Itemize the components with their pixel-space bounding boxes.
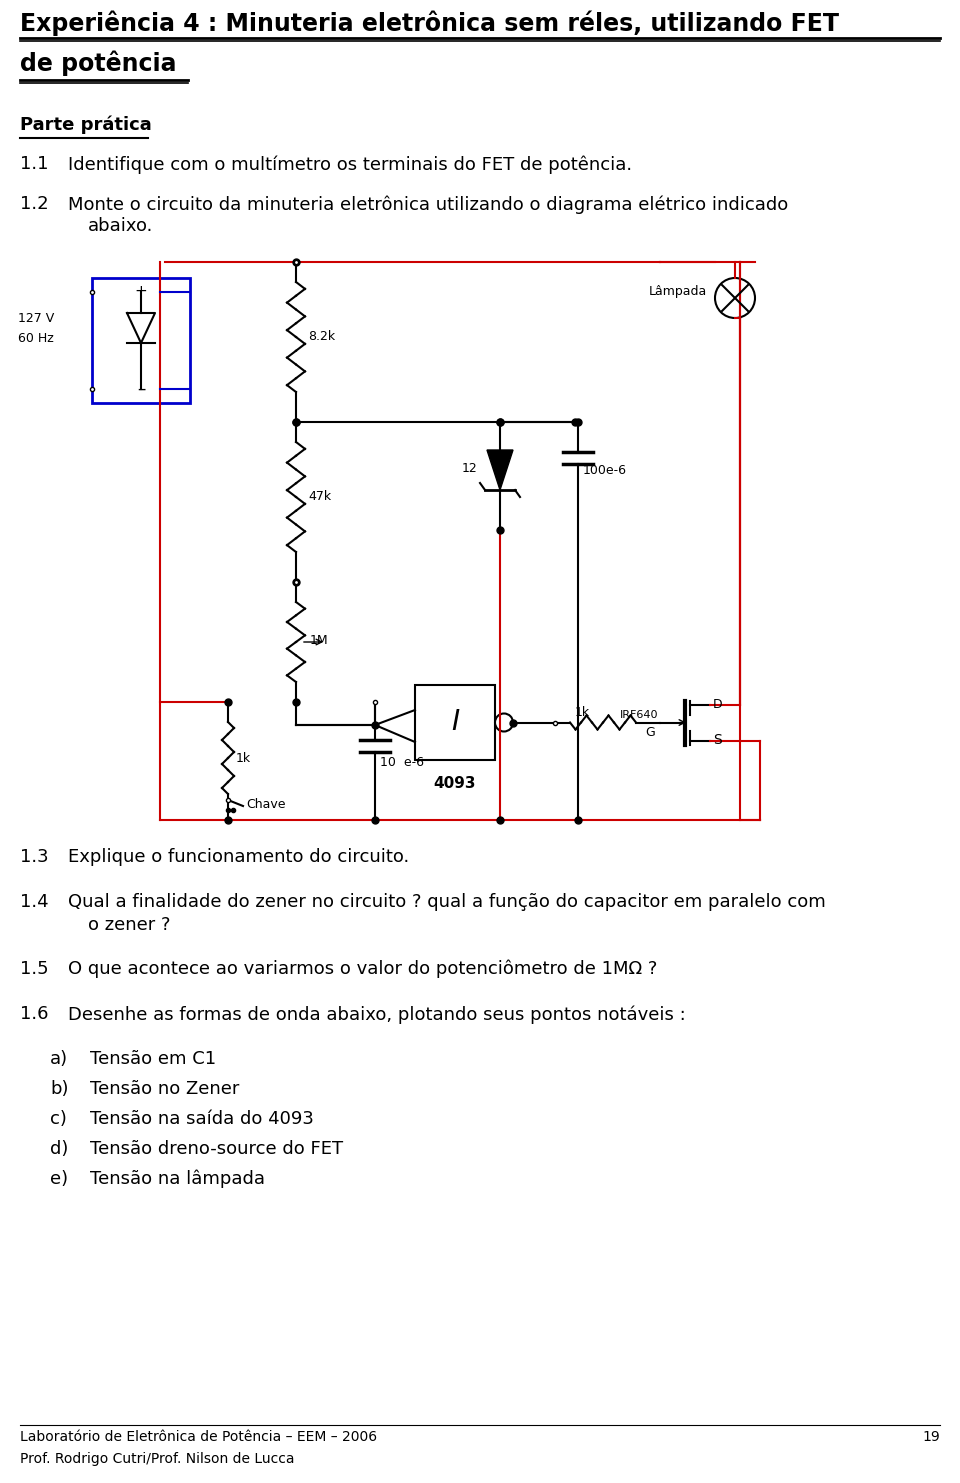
- Text: 10  e-6: 10 e-6: [380, 755, 424, 768]
- Text: 127 V: 127 V: [18, 311, 55, 325]
- Text: 8.2k: 8.2k: [308, 331, 335, 344]
- Text: Identifique com o multímetro os terminais do FET de potência.: Identifique com o multímetro os terminai…: [68, 156, 632, 174]
- Text: +: +: [134, 285, 148, 300]
- Text: Qual a finalidade do zener no circuito ? qual a função do capacitor em paralelo : Qual a finalidade do zener no circuito ?…: [68, 893, 826, 911]
- Text: 1.2: 1.2: [20, 194, 49, 214]
- Text: 60 Hz: 60 Hz: [18, 332, 54, 344]
- Text: Tensão na saída do 4093: Tensão na saída do 4093: [90, 1109, 314, 1129]
- Text: o zener ?: o zener ?: [88, 916, 171, 934]
- Bar: [92, 277, 190, 403]
- Text: 1M: 1M: [310, 635, 328, 647]
- Text: abaixo.: abaixo.: [88, 217, 154, 234]
- Text: Tensão dreno-source do FET: Tensão dreno-source do FET: [90, 1140, 343, 1158]
- Text: Explique o funcionamento do circuito.: Explique o funcionamento do circuito.: [68, 848, 409, 866]
- Text: a): a): [50, 1050, 68, 1068]
- Text: 1k: 1k: [236, 752, 252, 765]
- Text: –: –: [137, 380, 145, 397]
- Polygon shape: [487, 449, 513, 489]
- Text: 19: 19: [923, 1430, 940, 1444]
- Text: Chave: Chave: [246, 798, 285, 811]
- Text: e): e): [50, 1170, 68, 1188]
- Text: IRF640: IRF640: [620, 709, 659, 719]
- Bar: [415, 685, 495, 759]
- Text: Tensão no Zener: Tensão no Zener: [90, 1080, 239, 1097]
- Text: 47k: 47k: [308, 491, 331, 504]
- Text: 1.5: 1.5: [20, 960, 49, 977]
- Text: 12: 12: [462, 461, 478, 475]
- Text: Prof. Rodrigo Cutri/Prof. Nilson de Lucca: Prof. Rodrigo Cutri/Prof. Nilson de Lucc…: [20, 1452, 295, 1467]
- Text: Lâmpada: Lâmpada: [649, 286, 707, 298]
- Text: S: S: [713, 734, 722, 747]
- Text: G: G: [645, 727, 655, 739]
- Text: 100e-6: 100e-6: [583, 464, 627, 476]
- Text: D: D: [713, 698, 723, 710]
- Text: O que acontece ao variarmos o valor do potenciômetro de 1MΩ ?: O que acontece ao variarmos o valor do p…: [68, 960, 658, 979]
- Text: 4093: 4093: [434, 776, 476, 790]
- Text: Parte prática: Parte prática: [20, 116, 152, 133]
- Text: c): c): [50, 1109, 67, 1129]
- Text: 1.6: 1.6: [20, 1005, 49, 1023]
- Text: de potência: de potência: [20, 50, 177, 76]
- Text: 1k: 1k: [575, 706, 590, 719]
- Circle shape: [495, 713, 513, 731]
- Text: 1.4: 1.4: [20, 893, 49, 911]
- Text: Laboratório de Eletrônica de Potência – EEM – 2006: Laboratório de Eletrônica de Potência – …: [20, 1430, 377, 1444]
- Text: d): d): [50, 1140, 68, 1158]
- Text: Experiência 4 : Minuteria eletrônica sem réles, utilizando FET: Experiência 4 : Minuteria eletrônica sem…: [20, 10, 839, 36]
- Circle shape: [715, 277, 755, 317]
- Text: I: I: [451, 709, 459, 737]
- Text: Tensão em C1: Tensão em C1: [90, 1050, 216, 1068]
- Text: Tensão na lâmpada: Tensão na lâmpada: [90, 1170, 265, 1188]
- Text: 1.3: 1.3: [20, 848, 49, 866]
- Text: Desenhe as formas de onda abaixo, plotando seus pontos notáveis :: Desenhe as formas de onda abaixo, plotan…: [68, 1005, 685, 1023]
- Text: b): b): [50, 1080, 68, 1097]
- Text: Monte o circuito da minuteria eletrônica utilizando o diagrama elétrico indicado: Monte o circuito da minuteria eletrônica…: [68, 194, 788, 214]
- Text: 1.1: 1.1: [20, 156, 49, 174]
